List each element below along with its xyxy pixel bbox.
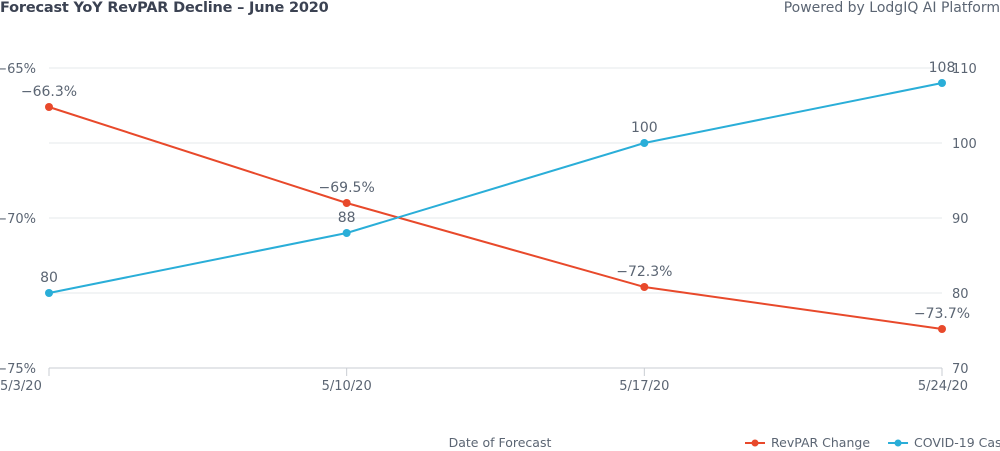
legend-swatch-marker xyxy=(751,439,759,447)
data-label: 88 xyxy=(338,210,356,226)
y-right-tick-label: 110 xyxy=(952,62,977,77)
y-left-tick-label: −75% xyxy=(0,362,36,377)
x-tick-label: 5/3/20 xyxy=(0,379,42,394)
series-lines xyxy=(48,82,943,330)
data-label: −69.5% xyxy=(319,180,375,196)
data-point[interactable] xyxy=(640,283,649,291)
y-left-tick-label: −70% xyxy=(0,212,36,227)
y-right-tick-label: 90 xyxy=(952,212,969,227)
legend: RevPAR Change COVID-19 Cases xyxy=(745,435,1000,450)
x-axis-title: Date of Forecast xyxy=(449,435,552,450)
series-points xyxy=(45,79,946,333)
y-right-tick-label: 80 xyxy=(952,287,969,302)
gridlines xyxy=(49,67,942,369)
series-line xyxy=(48,82,943,294)
x-tick-label: 5/24/20 xyxy=(918,379,968,394)
y-right-tick-label: 70 xyxy=(952,362,969,377)
data-point[interactable] xyxy=(342,199,351,207)
data-point[interactable] xyxy=(938,79,946,87)
data-point[interactable] xyxy=(45,289,53,297)
data-label: 80 xyxy=(40,270,58,286)
series-line xyxy=(48,106,943,330)
x-tick-label: 5/10/20 xyxy=(322,379,372,394)
legend-swatch-marker xyxy=(894,439,902,447)
data-point[interactable] xyxy=(938,325,946,333)
legend-item[interactable]: RevPAR Change xyxy=(745,435,870,450)
data-label: −73.7% xyxy=(914,306,970,322)
data-label: 100 xyxy=(631,120,658,136)
y-axis-right: 110 100 90 80 70 xyxy=(952,62,977,377)
y-left-tick-label: −65% xyxy=(0,62,36,77)
legend-label: RevPAR Change xyxy=(771,435,870,450)
x-axis: 5/3/20 5/10/20 5/17/20 5/24/20 xyxy=(0,368,968,394)
data-point[interactable] xyxy=(45,103,53,111)
legend-item[interactable]: COVID-19 Cases xyxy=(888,435,1000,450)
data-label: 108 xyxy=(929,60,956,76)
y-axis-left: −65% −70% −75% xyxy=(0,62,36,377)
data-point[interactable] xyxy=(640,139,649,147)
platform-credit: Powered by LodgIQ AI Platform xyxy=(783,0,1000,16)
legend-label: COVID-19 Cases xyxy=(914,435,1000,450)
y-right-tick-label: 100 xyxy=(952,137,977,152)
data-label: −72.3% xyxy=(616,264,672,280)
chart-title: Forecast YoY RevPAR Decline – June 2020 xyxy=(0,0,329,16)
data-label: −66.3% xyxy=(21,84,77,100)
data-labels: −66.3% −69.5% −72.3% −73.7% 80 88 100 108 xyxy=(21,60,970,322)
x-tick-label: 5/17/20 xyxy=(619,379,669,394)
data-point[interactable] xyxy=(342,229,351,237)
